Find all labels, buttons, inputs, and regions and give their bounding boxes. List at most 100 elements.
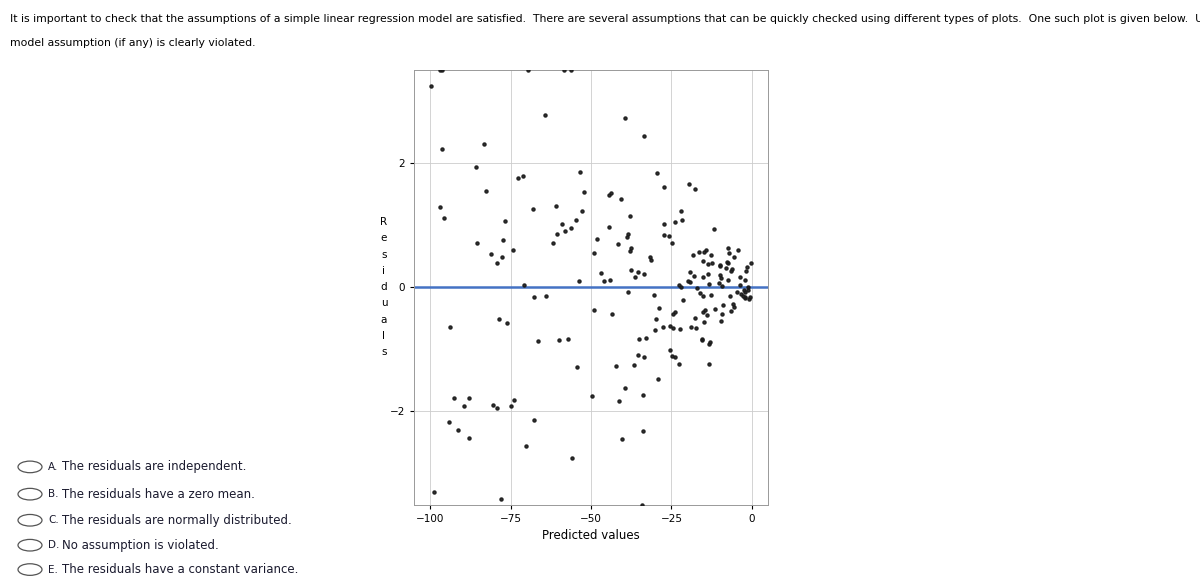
Text: A.: A. bbox=[48, 462, 59, 472]
Point bbox=[680, 278, 700, 287]
Point bbox=[665, 307, 684, 316]
Point bbox=[719, 258, 738, 267]
Point bbox=[647, 169, 666, 178]
Point bbox=[432, 144, 451, 153]
Point bbox=[613, 434, 632, 443]
Point bbox=[680, 267, 700, 277]
Point bbox=[719, 243, 738, 252]
Point bbox=[460, 434, 479, 443]
Point bbox=[698, 270, 718, 279]
Point bbox=[671, 282, 690, 291]
Text: B.: B. bbox=[48, 489, 59, 499]
Point bbox=[490, 314, 509, 323]
Text: a: a bbox=[380, 314, 388, 325]
Point bbox=[704, 224, 724, 234]
Point bbox=[544, 238, 563, 248]
Point bbox=[568, 362, 587, 371]
Point bbox=[572, 206, 592, 215]
Point bbox=[700, 280, 719, 289]
Point bbox=[625, 273, 644, 282]
Point bbox=[727, 288, 746, 297]
Point bbox=[618, 287, 637, 296]
Point bbox=[608, 240, 628, 249]
Point bbox=[742, 258, 761, 267]
Point bbox=[721, 267, 740, 276]
Point bbox=[685, 314, 704, 323]
Point bbox=[710, 261, 730, 270]
Point bbox=[558, 335, 577, 344]
Point bbox=[637, 334, 656, 343]
Point bbox=[740, 292, 760, 302]
Point bbox=[737, 266, 756, 276]
Point bbox=[518, 65, 538, 74]
Point bbox=[502, 402, 521, 411]
Point bbox=[700, 339, 719, 349]
Point bbox=[654, 183, 673, 192]
Point bbox=[731, 281, 750, 290]
Point bbox=[524, 415, 544, 425]
Point bbox=[734, 286, 754, 295]
Point bbox=[562, 65, 581, 74]
Point bbox=[684, 251, 703, 260]
Point bbox=[440, 323, 460, 332]
Point bbox=[660, 321, 679, 330]
Point bbox=[432, 65, 451, 74]
Point bbox=[721, 306, 740, 315]
Point bbox=[599, 190, 618, 200]
Point bbox=[422, 82, 442, 91]
Point bbox=[634, 352, 653, 361]
Point bbox=[685, 184, 704, 194]
Point bbox=[644, 290, 664, 299]
Text: s: s bbox=[382, 347, 386, 357]
Point bbox=[491, 494, 510, 503]
Point bbox=[739, 285, 758, 295]
Point bbox=[740, 294, 760, 303]
Point bbox=[607, 361, 626, 371]
Point bbox=[494, 235, 514, 244]
Point bbox=[725, 253, 744, 262]
Point bbox=[620, 246, 640, 256]
Point bbox=[714, 301, 733, 310]
Point bbox=[552, 219, 571, 229]
Point bbox=[630, 334, 649, 343]
Point bbox=[671, 206, 690, 215]
Point bbox=[635, 269, 654, 278]
Point bbox=[701, 291, 720, 300]
Point bbox=[696, 246, 715, 255]
Point bbox=[595, 277, 614, 286]
Point bbox=[720, 292, 739, 301]
Point bbox=[738, 282, 757, 292]
Point bbox=[509, 173, 528, 183]
Point bbox=[670, 359, 689, 368]
Point bbox=[474, 140, 493, 149]
Point bbox=[620, 211, 640, 220]
Text: E.: E. bbox=[48, 564, 58, 575]
Point bbox=[634, 426, 653, 436]
Point bbox=[575, 187, 594, 197]
Point bbox=[724, 300, 743, 309]
Point bbox=[736, 276, 755, 285]
Point bbox=[700, 359, 719, 368]
Point bbox=[634, 390, 653, 400]
Point bbox=[592, 269, 611, 278]
Point bbox=[720, 248, 739, 258]
Point bbox=[648, 375, 667, 384]
Point bbox=[666, 218, 685, 227]
Point bbox=[546, 201, 565, 211]
Point bbox=[504, 245, 523, 255]
Point bbox=[672, 216, 691, 225]
Point bbox=[640, 252, 659, 262]
Point bbox=[682, 322, 701, 332]
Point bbox=[536, 291, 556, 300]
Point bbox=[622, 266, 641, 275]
Point bbox=[728, 245, 748, 254]
Point bbox=[570, 167, 589, 176]
Point bbox=[524, 292, 544, 301]
Point bbox=[482, 401, 502, 410]
X-axis label: Predicted values: Predicted values bbox=[542, 529, 640, 542]
Point bbox=[694, 307, 713, 317]
Point bbox=[684, 271, 703, 280]
Point bbox=[694, 272, 713, 281]
Point bbox=[712, 310, 731, 319]
Point bbox=[660, 345, 679, 354]
